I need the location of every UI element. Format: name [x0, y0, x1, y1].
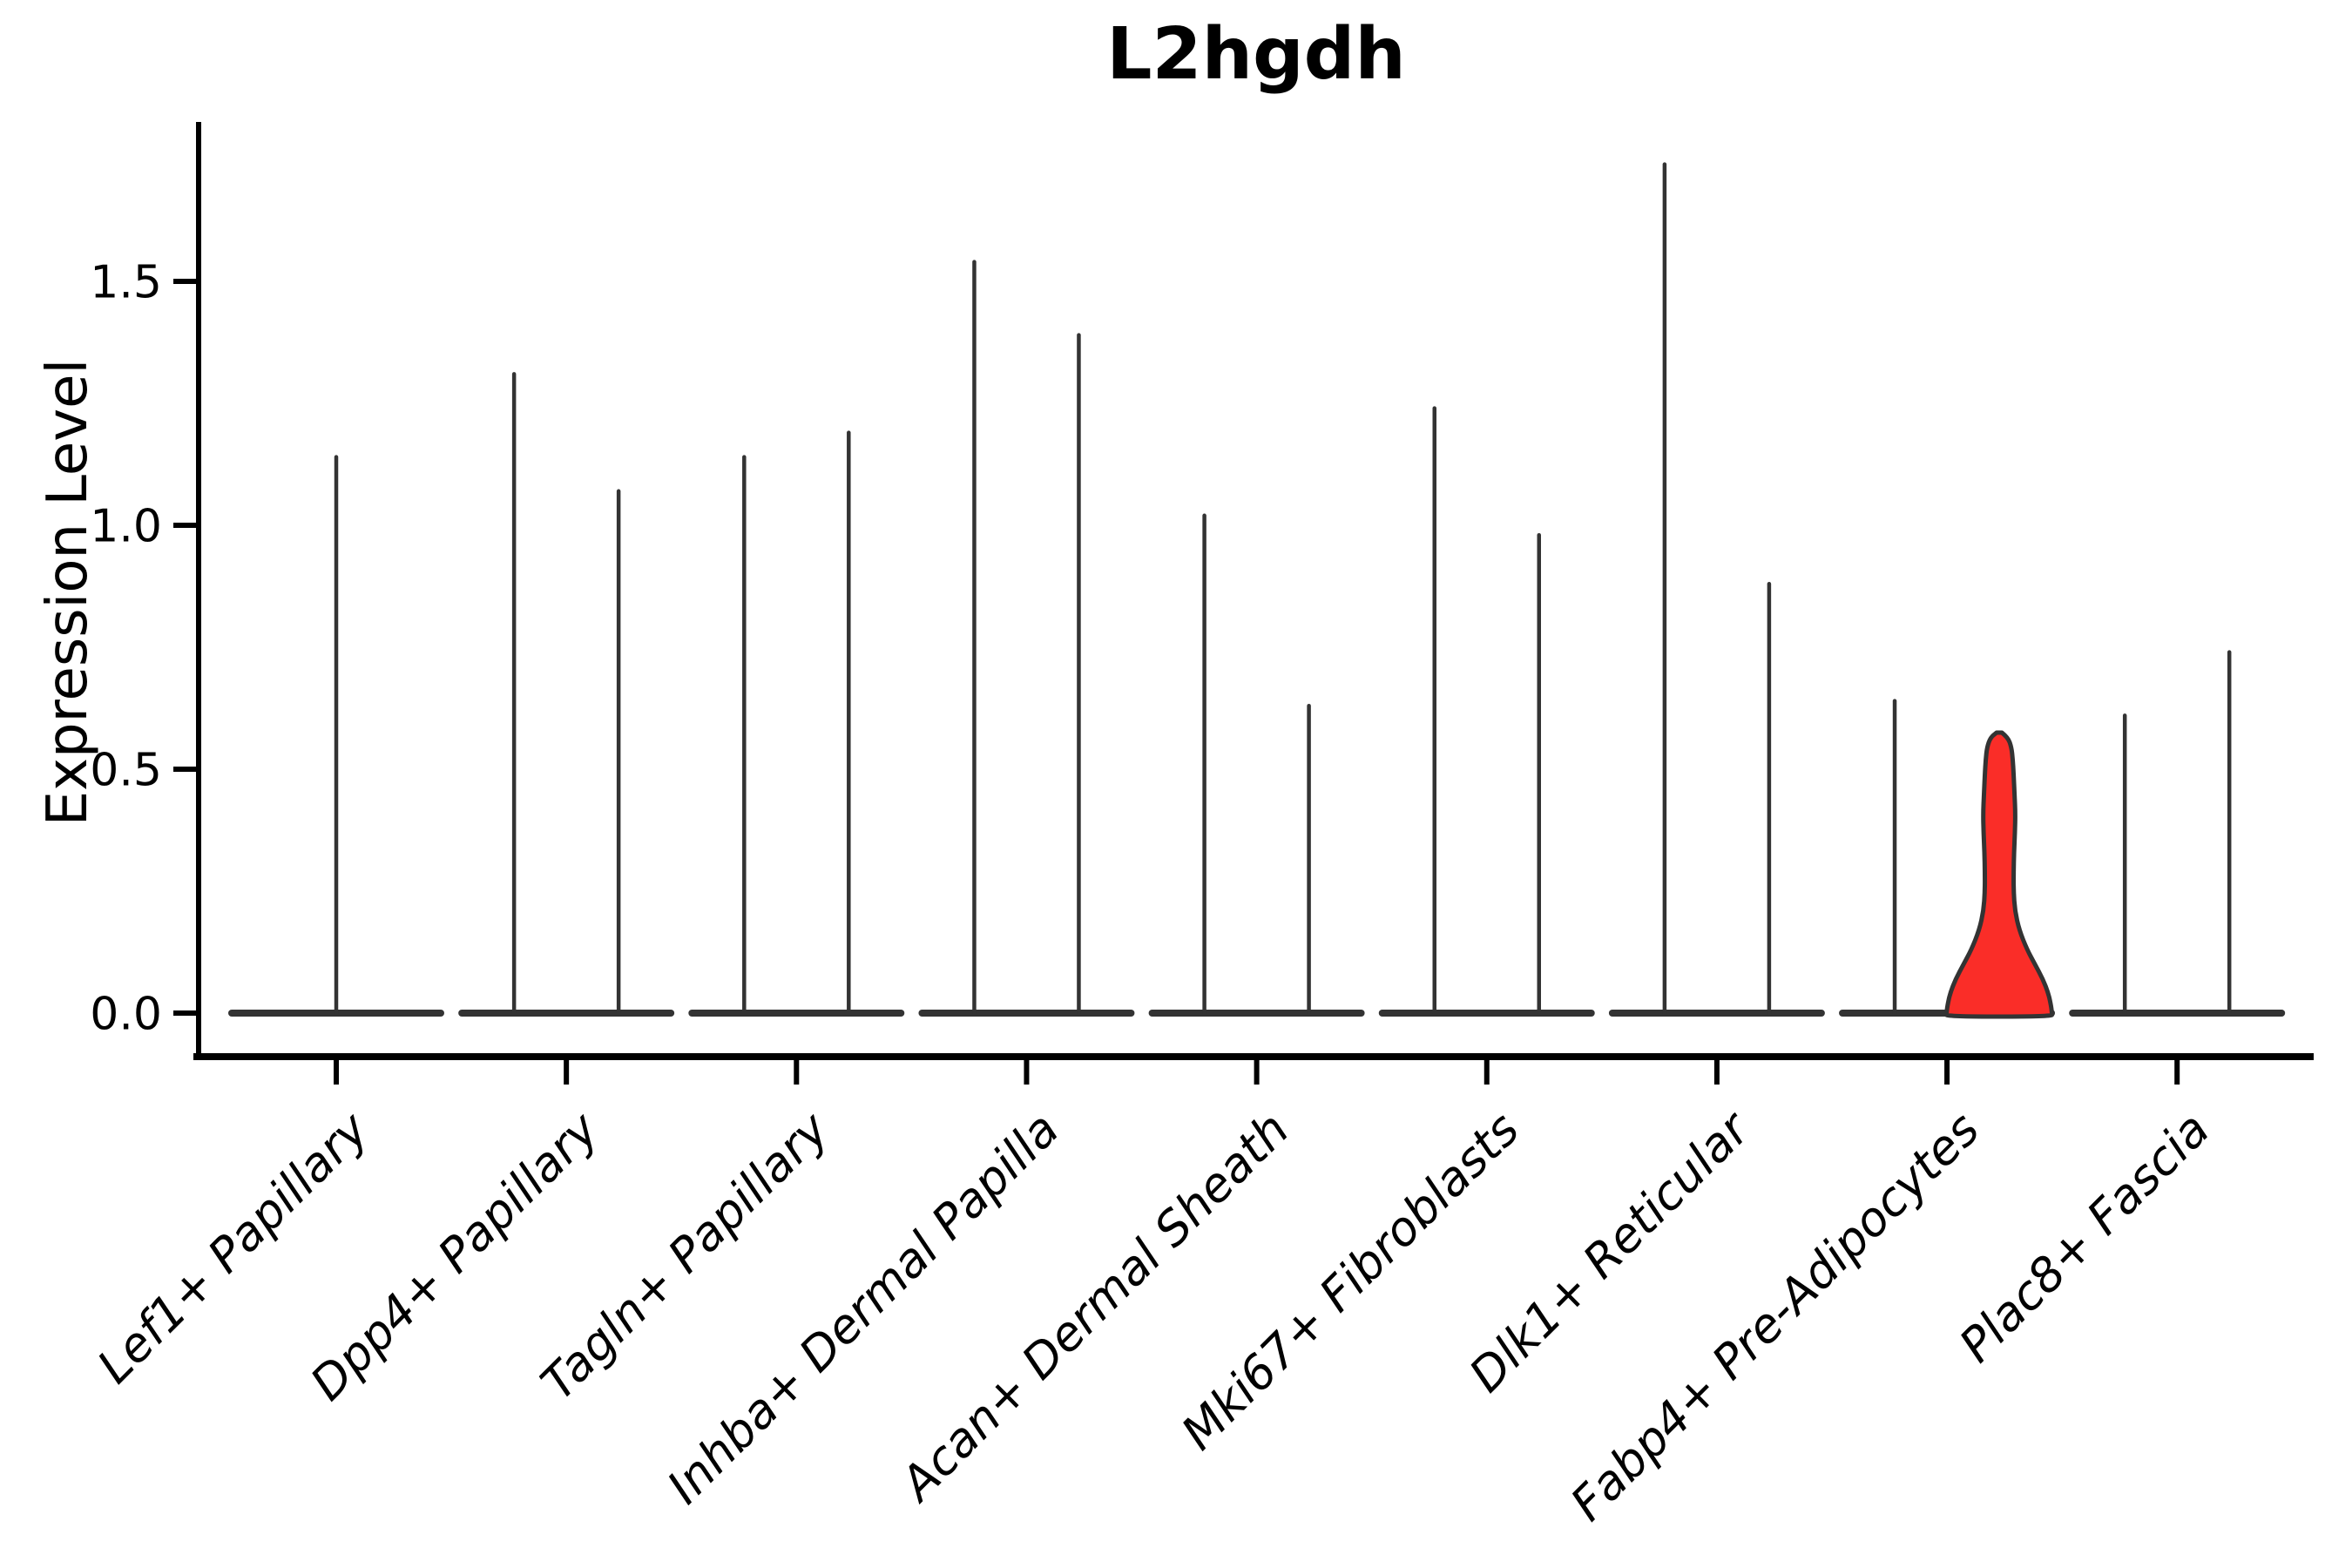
y-tick-label: 0.5: [90, 745, 162, 797]
highlighted-violin: [1944, 730, 2055, 1019]
plot-title: L2hgdh: [1106, 13, 1406, 96]
y-tick-label: 0.0: [90, 989, 162, 1041]
y-tick-label: 1.0: [90, 501, 162, 553]
x-category-label: Inhba+ Dermal Papilla: [657, 1102, 1070, 1515]
x-category-label: Plac8+ Fascia: [1949, 1102, 2220, 1373]
x-axis-spine: [193, 1053, 2314, 1060]
x-category-label: Acan+ Dermal Sheath: [889, 1102, 1300, 1513]
x-category-label: Fabp4+ Pre-Adipocytes: [1560, 1102, 1990, 1531]
y-axis-spine: [196, 122, 201, 1057]
y-tick-label: 1.5: [90, 257, 162, 309]
